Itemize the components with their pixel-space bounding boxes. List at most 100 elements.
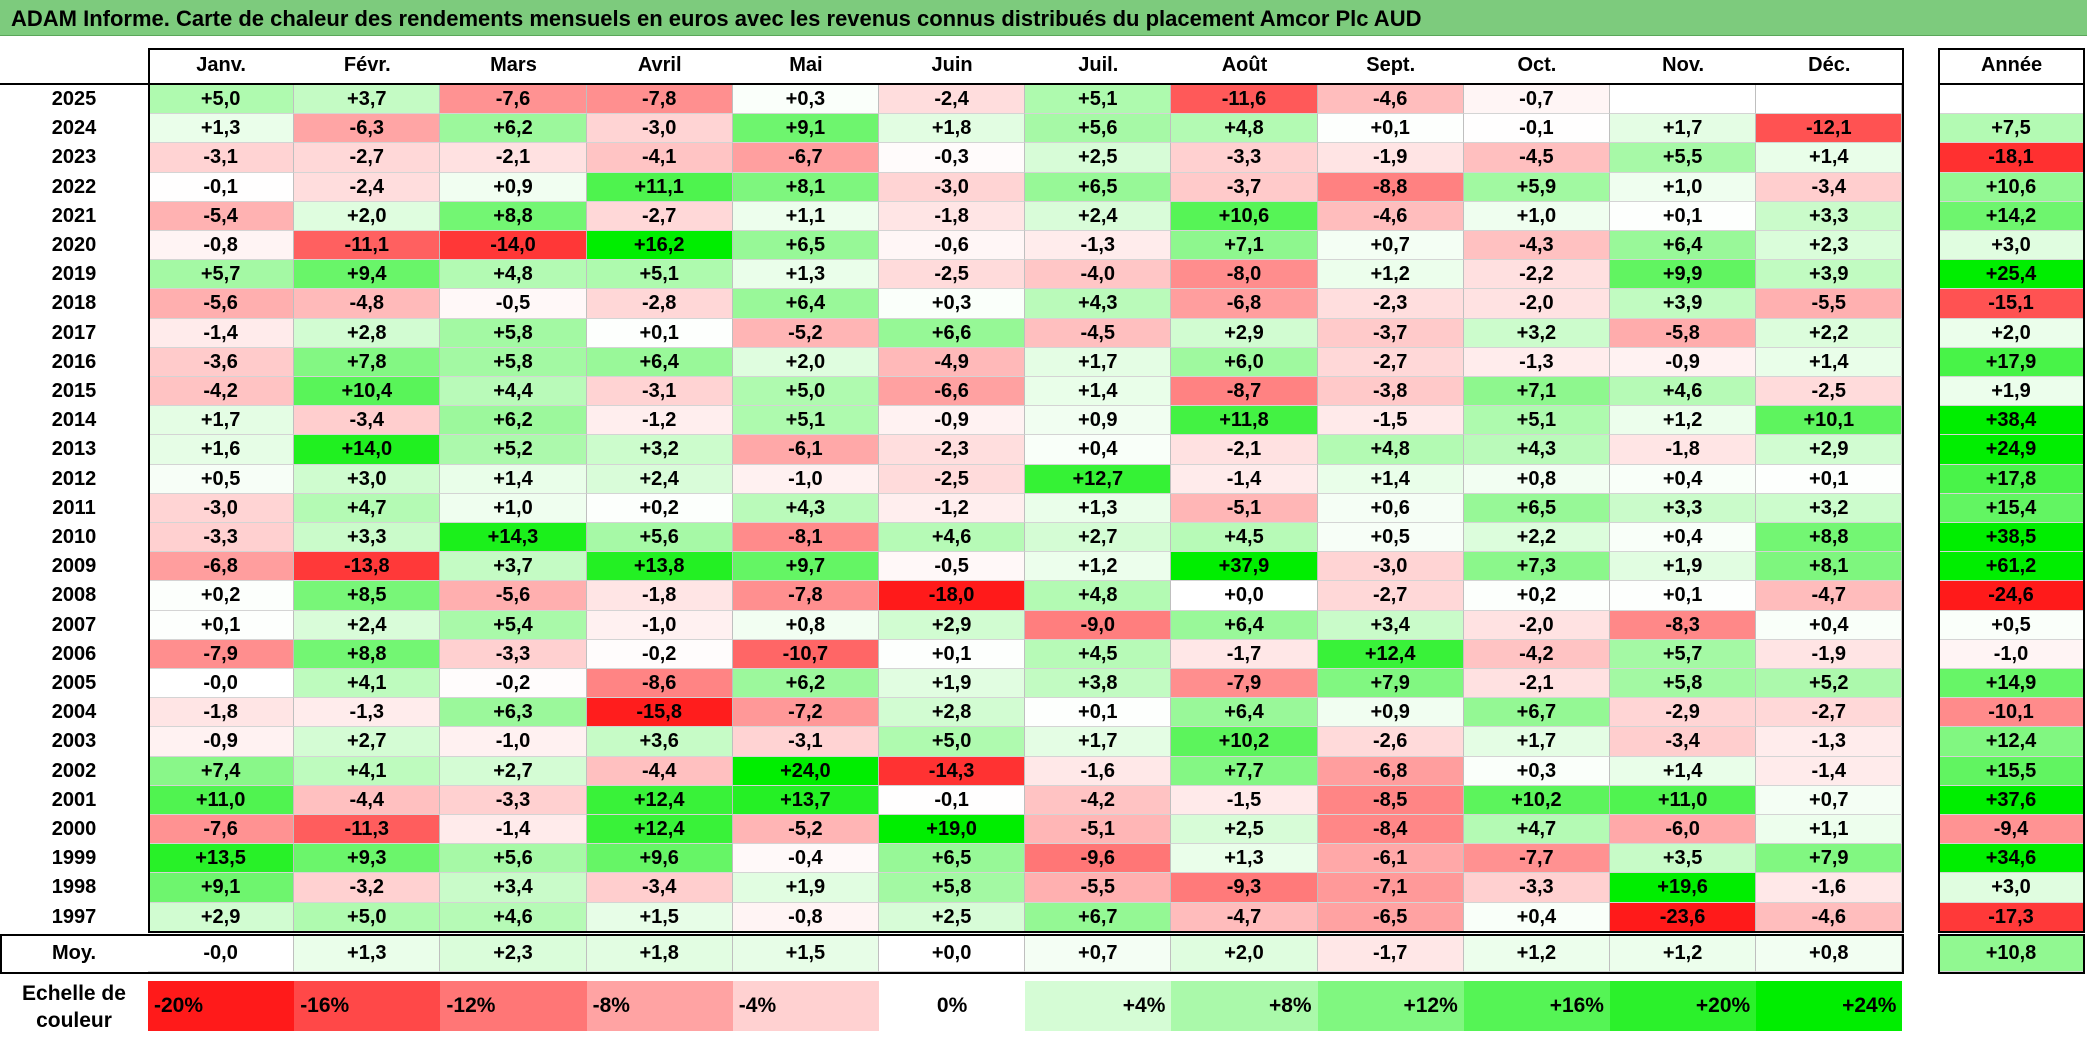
heatmap-cell: +0,4 bbox=[1025, 435, 1172, 465]
heatmap-cell: +4,7 bbox=[294, 493, 441, 523]
heatmap-cell: +0,1 bbox=[148, 610, 295, 640]
heatmap-cell: +0,8 bbox=[1463, 464, 1610, 494]
heatmap-cell: -4,2 bbox=[1025, 785, 1172, 815]
heatmap-cell: -1,5 bbox=[1317, 406, 1464, 436]
heatmap-cell: -1,9 bbox=[1756, 639, 1903, 669]
heatmap-cell: +3,6 bbox=[586, 727, 733, 757]
heatmap-cell: -1,4 bbox=[440, 815, 587, 845]
annual-cell: +37,6 bbox=[1938, 785, 2085, 815]
color-scale-step: +20% bbox=[1610, 981, 1757, 1031]
heatmap-cell: -2,1 bbox=[1171, 435, 1318, 465]
heatmap-cell: +2,9 bbox=[148, 902, 295, 932]
heatmap-cell: -1,8 bbox=[879, 201, 1026, 231]
heatmap-cell: +0,3 bbox=[1463, 756, 1610, 786]
color-scale-step: +24% bbox=[1756, 981, 1903, 1031]
color-scale-step: 0% bbox=[879, 981, 1026, 1031]
annual-cell: +14,2 bbox=[1938, 201, 2085, 231]
average-annual-cell: +10,8 bbox=[1938, 935, 2085, 972]
heatmap-cell: -9,3 bbox=[1171, 873, 1318, 903]
heatmap-cell: +14,0 bbox=[294, 435, 441, 465]
heatmap-cell: -3,0 bbox=[148, 493, 295, 523]
month-header: Juin bbox=[931, 54, 973, 76]
heatmap-cell: +11,0 bbox=[1610, 785, 1757, 815]
heatmap-cell: +12,4 bbox=[1317, 639, 1464, 669]
heatmap-cell: +2,9 bbox=[879, 610, 1026, 640]
heatmap-cell: -4,7 bbox=[1171, 902, 1318, 932]
heatmap-cell: -2,3 bbox=[879, 435, 1026, 465]
heatmap-cell: -2,5 bbox=[1756, 377, 1903, 407]
heatmap-cell: +4,8 bbox=[440, 260, 587, 290]
heatmap-cell: +11,0 bbox=[148, 785, 295, 815]
heatmap-cell: +1,0 bbox=[1463, 201, 1610, 231]
heatmap-cell: +0,1 bbox=[1025, 698, 1172, 728]
heatmap-cell: +2,8 bbox=[294, 318, 441, 348]
heatmap-cell: +4,4 bbox=[440, 377, 587, 407]
annual-cell: -10,1 bbox=[1938, 698, 2085, 728]
heatmap-cell: +0,6 bbox=[1317, 493, 1464, 523]
heatmap-cell: -4,5 bbox=[1025, 318, 1172, 348]
heatmap-cell: +3,3 bbox=[1610, 493, 1757, 523]
average-cell: +0,0 bbox=[879, 935, 1026, 972]
heatmap-cell: -2,0 bbox=[1463, 610, 1610, 640]
heatmap-cell: -3,7 bbox=[1317, 318, 1464, 348]
year-label: 2011 bbox=[52, 496, 96, 519]
heatmap-cell: +2,7 bbox=[294, 727, 441, 757]
heatmap-cell: -6,8 bbox=[1171, 289, 1318, 319]
heatmap-cell: +5,8 bbox=[1610, 669, 1757, 699]
heatmap-cell: +4,8 bbox=[1317, 435, 1464, 465]
heatmap-cell: -11,1 bbox=[294, 231, 441, 261]
month-header: Avril bbox=[637, 54, 682, 76]
heatmap-cell: +0,9 bbox=[1317, 698, 1464, 728]
heatmap-cell: -0,7 bbox=[1463, 85, 1610, 115]
year-label: 2008 bbox=[51, 584, 97, 607]
heatmap-cell: -8,0 bbox=[1171, 260, 1318, 290]
heatmap-cell: -6,1 bbox=[732, 435, 879, 465]
year-label: 1999 bbox=[51, 847, 97, 870]
year-label: 2006 bbox=[51, 642, 97, 665]
heatmap-cell: +9,3 bbox=[294, 844, 441, 874]
heatmap-cell: -2,4 bbox=[879, 85, 1026, 115]
heatmap-cell: +3,5 bbox=[1610, 844, 1757, 874]
heatmap-cell: +5,7 bbox=[1610, 639, 1757, 669]
heatmap-cell: +0,1 bbox=[1756, 464, 1903, 494]
heatmap-cell: +2,5 bbox=[1025, 143, 1172, 173]
heatmap-cell: +2,8 bbox=[879, 698, 1026, 728]
heatmap-cell: +5,7 bbox=[148, 260, 295, 290]
heatmap-cell: -1,2 bbox=[879, 493, 1026, 523]
heatmap-cell: -4,6 bbox=[1756, 902, 1903, 932]
heatmap-cell: -4,2 bbox=[1463, 639, 1610, 669]
heatmap-cell: +10,1 bbox=[1756, 406, 1903, 436]
heatmap-cell: +4,3 bbox=[1025, 289, 1172, 319]
heatmap-cell: -1,2 bbox=[586, 406, 733, 436]
heatmap-cell: +1,2 bbox=[1610, 406, 1757, 436]
heatmap-cell: -2,7 bbox=[294, 143, 441, 173]
heatmap-cell: -0,3 bbox=[879, 143, 1026, 173]
year-label: 2004 bbox=[51, 701, 97, 724]
heatmap-cell: +3,4 bbox=[1317, 610, 1464, 640]
heatmap-cell: +1,4 bbox=[440, 464, 587, 494]
heatmap-cell: -5,6 bbox=[148, 289, 295, 319]
month-header: Juil. bbox=[1078, 54, 1119, 76]
heatmap-cell: +19,6 bbox=[1610, 873, 1757, 903]
heatmap-cell: +8,8 bbox=[294, 639, 441, 669]
heatmap-cell: -3,3 bbox=[1463, 873, 1610, 903]
heatmap-cell: -0,6 bbox=[879, 231, 1026, 261]
heatmap-cell: -3,3 bbox=[440, 639, 587, 669]
heatmap-cell: +7,1 bbox=[1171, 231, 1318, 261]
annual-cell: +24,9 bbox=[1938, 435, 2085, 465]
heatmap-cell: +3,9 bbox=[1756, 260, 1903, 290]
heatmap-cell: +5,0 bbox=[148, 85, 295, 115]
month-header: Oct. bbox=[1517, 54, 1557, 76]
year-label: 2000 bbox=[51, 818, 97, 840]
annual-cell: +7,5 bbox=[1938, 114, 2085, 144]
heatmap-cell: +6,7 bbox=[1463, 698, 1610, 728]
heatmap-cell: -5,1 bbox=[1025, 815, 1172, 845]
heatmap-cell: +3,4 bbox=[440, 873, 587, 903]
heatmap-cell: -11,3 bbox=[294, 815, 441, 845]
heatmap-cell: -1,8 bbox=[148, 698, 295, 728]
year-label: 1998 bbox=[51, 876, 97, 899]
heatmap-cell: -4,1 bbox=[586, 143, 733, 173]
annual-cell: +12,4 bbox=[1938, 727, 2085, 757]
color-scale-step: -16% bbox=[294, 981, 441, 1031]
year-label: 2022 bbox=[51, 175, 97, 198]
